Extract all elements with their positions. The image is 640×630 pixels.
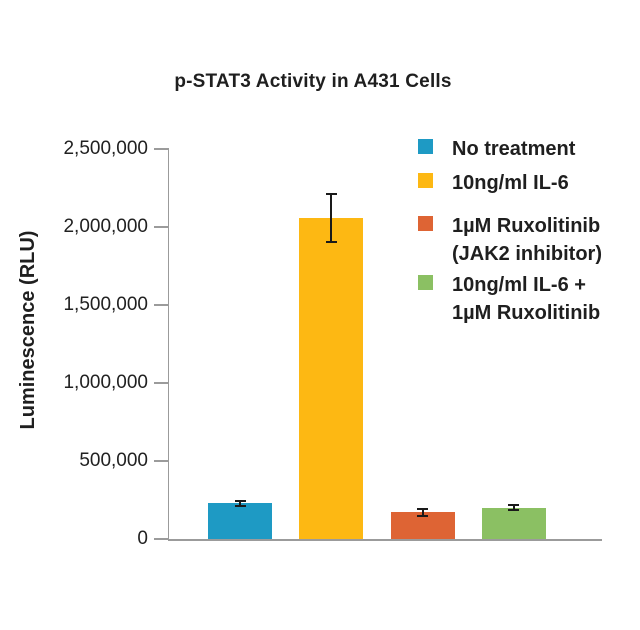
y-axis-tick [154,304,168,306]
error-bar-cap-top [325,192,337,195]
y-axis-tick-label: 1,500,000 [63,294,148,315]
error-bar [421,509,424,516]
bar-ruxolitinib [390,512,455,539]
error-bar-cap-bottom [417,514,429,517]
error-bar [330,194,333,242]
y-axis-tick [154,382,168,384]
error-bar-cap-bottom [325,240,337,243]
y-axis-tick-label: 500,000 [79,450,148,471]
y-axis-tick-label: 1,000,000 [63,372,148,393]
y-axis-tick-label: 2,500,000 [63,138,148,159]
error-bar-cap-top [417,508,429,511]
y-axis-tick-label: 2,000,000 [63,216,148,237]
error-bar-cap-bottom [234,504,246,507]
y-axis-tick [154,538,168,540]
y-axis-tick-label: 0 [137,528,148,549]
error-bar-cap-top [234,499,246,502]
y-axis-tick [154,460,168,462]
bar-il6-plus-ruxolitinib [481,507,546,539]
bar-il6 [299,217,364,539]
x-axis-line [167,538,602,541]
y-axis-line [167,148,169,540]
error-bar-cap-top [508,504,520,507]
chart-title: p-STAT3 Activity in A431 Cells [174,71,452,92]
error-bar [239,501,241,506]
error-bar [512,505,515,510]
bar-no-treatment [208,503,272,539]
y-axis-tick [154,226,168,228]
y-axis-tick [154,148,168,150]
error-bar-cap-bottom [508,509,520,512]
